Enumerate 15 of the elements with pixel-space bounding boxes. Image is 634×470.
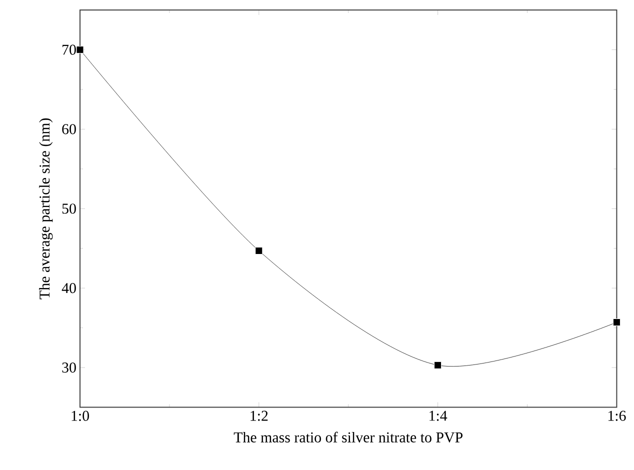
point [76, 46, 84, 54]
point [612, 318, 620, 326]
y-tick-label: 60 [62, 124, 76, 134]
x-tick-label: 1:2 [250, 410, 268, 421]
y-tick-label: 70 [62, 44, 76, 55]
x-tick-label: 1:0 [72, 410, 89, 421]
y-tick-label: 30 [62, 362, 76, 373]
y-tick-label: 50 [62, 204, 76, 214]
x-tick-label: 1:4 [430, 410, 448, 421]
point [434, 361, 442, 369]
x-tick-label: 1:6 [608, 410, 626, 421]
point [255, 246, 263, 254]
y-tick-label: 40 [62, 283, 76, 294]
y-axis-title: The average particle size (nm) [39, 118, 53, 300]
x-axis-title: The mass ratio of silver nitrate to PVP [234, 432, 463, 443]
